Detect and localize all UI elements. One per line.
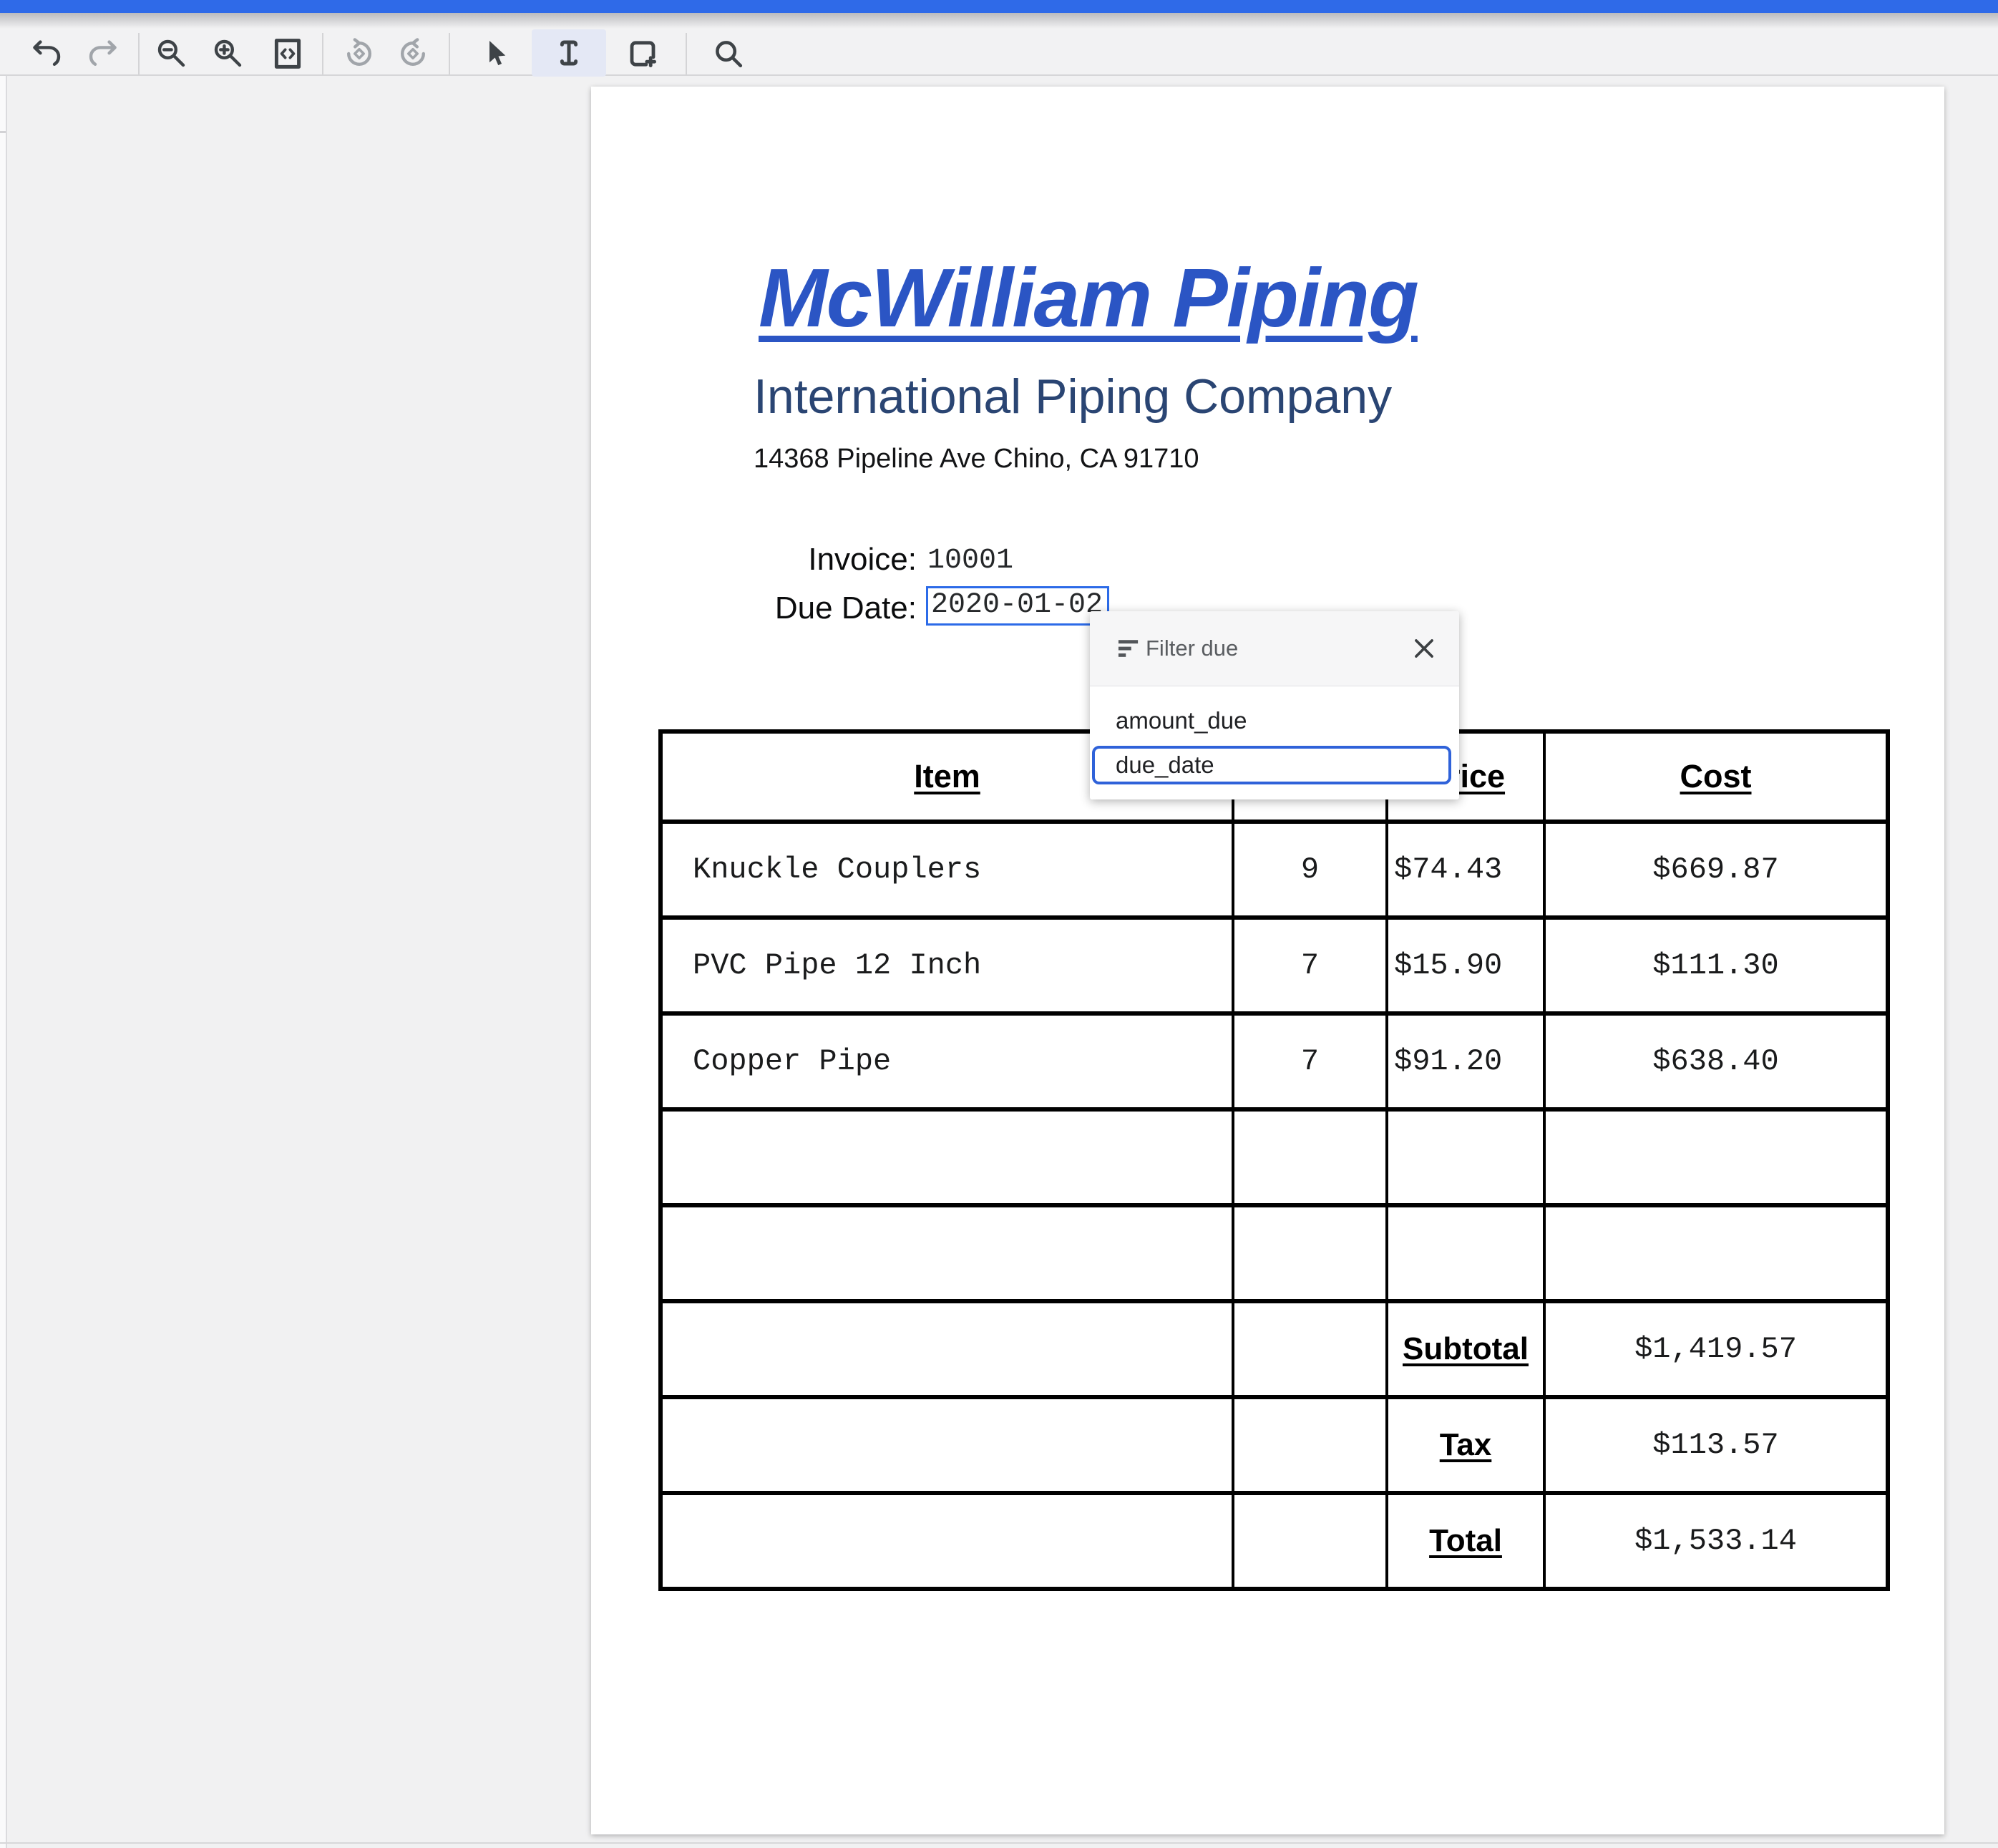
text-select-button[interactable] — [532, 29, 606, 77]
redo-button[interactable] — [82, 34, 122, 74]
empty-cell — [659, 1299, 1234, 1399]
zoom-out-button[interactable] — [152, 34, 192, 74]
price-cell[interactable]: $74.43 — [1385, 820, 1546, 920]
rotate-left-button[interactable] — [339, 34, 379, 74]
add-region-button[interactable] — [623, 34, 663, 74]
subtotal-row: Subtotal $1,419.57 — [659, 1299, 1889, 1399]
rotate-right-button[interactable] — [393, 34, 433, 74]
rotate-left-icon — [347, 38, 371, 66]
cost-cell[interactable]: $638.40 — [1543, 1011, 1889, 1112]
cost-cell[interactable] — [1543, 1203, 1889, 1303]
company-title: McWilliam Piping — [759, 251, 1419, 344]
table-row-empty — [659, 1107, 1889, 1207]
empty-cell — [659, 1491, 1234, 1591]
quantity-cell[interactable]: 7 — [1232, 915, 1388, 1016]
table-row-empty — [659, 1203, 1889, 1303]
empty-cell — [1232, 1395, 1388, 1495]
empty-cell — [659, 1395, 1234, 1495]
filter-popup-header: Filter due — [1090, 611, 1459, 686]
zoom-in-icon — [214, 39, 242, 67]
item-cell[interactable]: Knuckle Couplers — [659, 820, 1234, 920]
cost-cell[interactable] — [1543, 1107, 1889, 1207]
fit-width-button[interactable] — [268, 34, 308, 74]
text-select-icon — [560, 40, 578, 66]
due-date-label: Due Date: — [774, 590, 917, 626]
popup-item-due-date-label: due_date — [1116, 752, 1214, 778]
item-cell[interactable]: PVC Pipe 12 Inch — [659, 915, 1234, 1016]
cost-header: Cost — [1543, 729, 1889, 824]
cost-cell[interactable]: $111.30 — [1543, 915, 1889, 1016]
redo-icon — [89, 40, 117, 66]
company-subtitle: International Piping Company — [754, 369, 1393, 424]
close-icon[interactable] — [1410, 635, 1438, 662]
window-bottom-border — [0, 1842, 1998, 1844]
panel-resize-handle[interactable] — [0, 131, 6, 133]
toolbar-divider — [322, 33, 323, 74]
table-row: Copper Pipe 7 $91.20 $638.40 — [659, 1011, 1889, 1112]
price-cell[interactable] — [1385, 1107, 1546, 1207]
select-cursor-button[interactable] — [476, 34, 516, 74]
window-top-accent-bar — [0, 0, 1998, 13]
zoom-in-button[interactable] — [208, 34, 248, 74]
price-cell[interactable]: $15.90 — [1385, 915, 1546, 1016]
price-cell[interactable]: $91.20 — [1385, 1011, 1546, 1112]
invoice-page: McWilliam Piping International Piping Co… — [591, 87, 1944, 1834]
filter-icon — [1118, 640, 1139, 657]
item-cell[interactable] — [659, 1107, 1234, 1207]
empty-cell — [1232, 1491, 1388, 1591]
add-region-icon — [630, 41, 656, 67]
toolbar — [0, 13, 1998, 77]
left-panel-edge[interactable] — [0, 76, 7, 1848]
due-date-value: 2020-01-02 — [931, 589, 1103, 621]
invoice-table: Item Price Cost Knuckle Couplers 9 $74.4… — [658, 729, 1890, 1591]
subtotal-label: Subtotal — [1385, 1299, 1546, 1399]
quantity-cell[interactable]: 7 — [1232, 1011, 1388, 1112]
undo-icon — [33, 40, 61, 66]
toolbar-divider — [449, 33, 450, 74]
quantity-cell[interactable] — [1232, 1107, 1388, 1207]
subtotal-value[interactable]: $1,419.57 — [1543, 1299, 1889, 1399]
table-row: Knuckle Couplers 9 $74.43 $669.87 — [659, 820, 1889, 920]
total-value[interactable]: $1,533.14 — [1543, 1491, 1889, 1591]
select-cursor-icon — [489, 40, 506, 66]
item-cell[interactable] — [659, 1203, 1234, 1303]
filter-popup-title: Filter due — [1146, 636, 1239, 661]
tax-row: Tax $113.57 — [659, 1395, 1889, 1495]
invoice-number[interactable]: 10001 — [927, 545, 1014, 577]
tax-value[interactable]: $113.57 — [1543, 1395, 1889, 1495]
undo-button[interactable] — [27, 34, 67, 74]
table-row: PVC Pipe 12 Inch 7 $15.90 $111.30 — [659, 915, 1889, 1016]
cost-cell[interactable]: $669.87 — [1543, 820, 1889, 920]
total-label: Total — [1385, 1491, 1546, 1591]
fit-width-icon — [274, 39, 301, 69]
toolbar-divider — [686, 33, 687, 74]
zoom-out-icon — [157, 39, 185, 67]
item-cell[interactable]: Copper Pipe — [659, 1011, 1234, 1112]
filter-popup: Filter due amount_due due_date — [1090, 611, 1459, 799]
search-button[interactable] — [708, 34, 749, 74]
tax-label: Tax — [1385, 1395, 1546, 1495]
price-cell[interactable] — [1385, 1203, 1546, 1303]
popup-item-amount-due[interactable]: amount_due — [1116, 707, 1247, 734]
company-address: 14368 Pipeline Ave Chino, CA 91710 — [754, 444, 1199, 474]
toolbar-divider — [138, 33, 140, 74]
quantity-cell[interactable] — [1232, 1203, 1388, 1303]
popup-item-due-date-selected[interactable]: due_date — [1092, 746, 1451, 784]
due-date-field[interactable]: 2020-01-02 — [926, 586, 1109, 626]
invoice-label: Invoice: — [808, 542, 917, 577]
quantity-cell[interactable]: 9 — [1232, 820, 1388, 920]
search-icon — [716, 41, 743, 68]
empty-cell — [1232, 1299, 1388, 1399]
rotate-right-icon — [401, 38, 425, 66]
total-row: Total $1,533.14 — [659, 1491, 1889, 1591]
